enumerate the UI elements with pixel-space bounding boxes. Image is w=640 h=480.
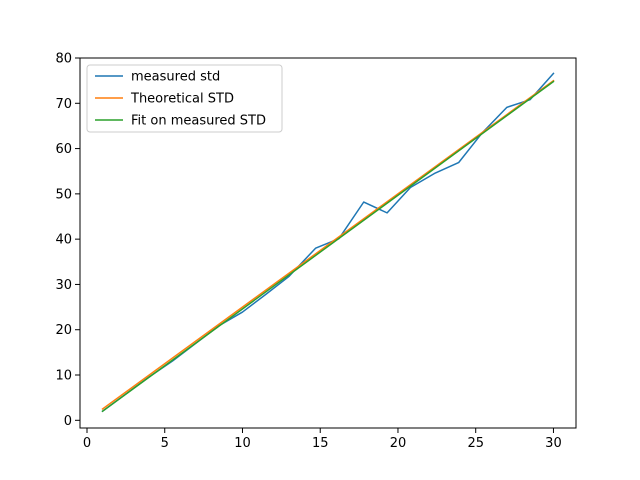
y-tick-label: 80 xyxy=(55,52,72,67)
plot-area-frame xyxy=(79,57,577,429)
legend-label: measured std xyxy=(131,70,220,85)
y-tick-label: 0 xyxy=(64,414,72,429)
legend: measured std Theoretical STD Fit on measur… xyxy=(86,64,283,133)
series-line-fit-on-measured-std xyxy=(101,80,555,413)
y-tick-label: 70 xyxy=(55,97,72,112)
y-tick-label: 50 xyxy=(55,187,72,202)
x-tick-label: 0 xyxy=(83,436,91,451)
series-line-theoretical-std xyxy=(101,79,555,411)
y-tick-label: 20 xyxy=(55,323,72,338)
x-tick-label: 20 xyxy=(390,436,407,451)
x-axis: 0 5 10 15 20 25 30 xyxy=(83,428,562,451)
y-tick-label: 40 xyxy=(55,233,72,248)
x-tick-label: 25 xyxy=(467,436,484,451)
y-tick-label: 10 xyxy=(55,369,72,384)
y-axis: 0 10 20 30 40 50 60 70 80 xyxy=(55,52,80,429)
y-tick-label: 30 xyxy=(55,278,72,293)
x-tick-label: 30 xyxy=(545,436,562,451)
legend-label: Theoretical STD xyxy=(130,92,234,107)
x-tick-label: 10 xyxy=(234,436,251,451)
legend-box xyxy=(86,64,283,133)
legend-label: Fit on measured STD xyxy=(131,114,266,129)
x-tick-label: 15 xyxy=(312,436,329,451)
x-tick-label: 5 xyxy=(161,436,169,451)
series-layer xyxy=(101,72,555,413)
y-tick-label: 60 xyxy=(55,142,72,157)
